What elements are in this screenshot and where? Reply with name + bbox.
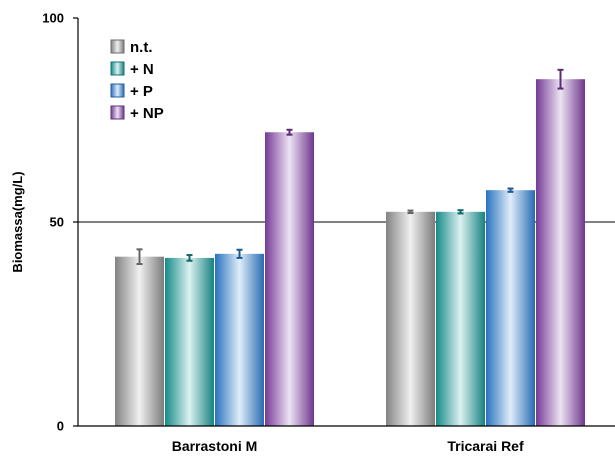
y-tick-label: 100 (42, 11, 64, 26)
error-bar-1-3 (557, 68, 564, 90)
x-category-label: Barrastoni M (172, 438, 258, 454)
x-axis-category-labels: Barrastoni M Tricarai Ref (172, 438, 524, 454)
legend-swatch (110, 105, 125, 120)
bar-1-2 (486, 190, 535, 426)
legend-swatch (110, 83, 125, 98)
bar-0-0 (115, 256, 164, 426)
error-bar-1-0 (407, 209, 414, 215)
error-bar-0-2 (236, 248, 243, 259)
bar-1-0 (386, 211, 435, 426)
error-bar-0-1 (186, 254, 193, 262)
y-axis-label: Biomassa(mg/L) (10, 171, 25, 272)
error-bar-0-0 (136, 248, 143, 266)
legend-label: + NP (130, 105, 164, 122)
legend-swatch (110, 39, 125, 54)
error-bar-0-3 (286, 128, 293, 136)
error-bar-1-1 (457, 209, 464, 215)
bars-group (115, 79, 585, 427)
bar-0-3 (265, 132, 314, 427)
legend-label: + N (130, 61, 154, 78)
legend-swatch (110, 61, 125, 76)
x-category-label: Tricarai Ref (447, 438, 524, 454)
bar-1-1 (436, 211, 485, 426)
bar-1-3 (536, 79, 585, 426)
y-axis-ticks: 0 50 100 (42, 11, 78, 434)
legend: n.t. + N + P + NP (110, 39, 164, 122)
y-tick-label: 50 (50, 215, 64, 230)
bar-0-2 (215, 253, 264, 426)
error-bar-1-2 (507, 187, 514, 193)
bar-0-1 (165, 257, 214, 426)
legend-label: n.t. (130, 39, 153, 56)
error-bars-group (136, 68, 564, 266)
legend-label: + P (130, 83, 153, 100)
y-tick-label: 0 (57, 419, 64, 434)
